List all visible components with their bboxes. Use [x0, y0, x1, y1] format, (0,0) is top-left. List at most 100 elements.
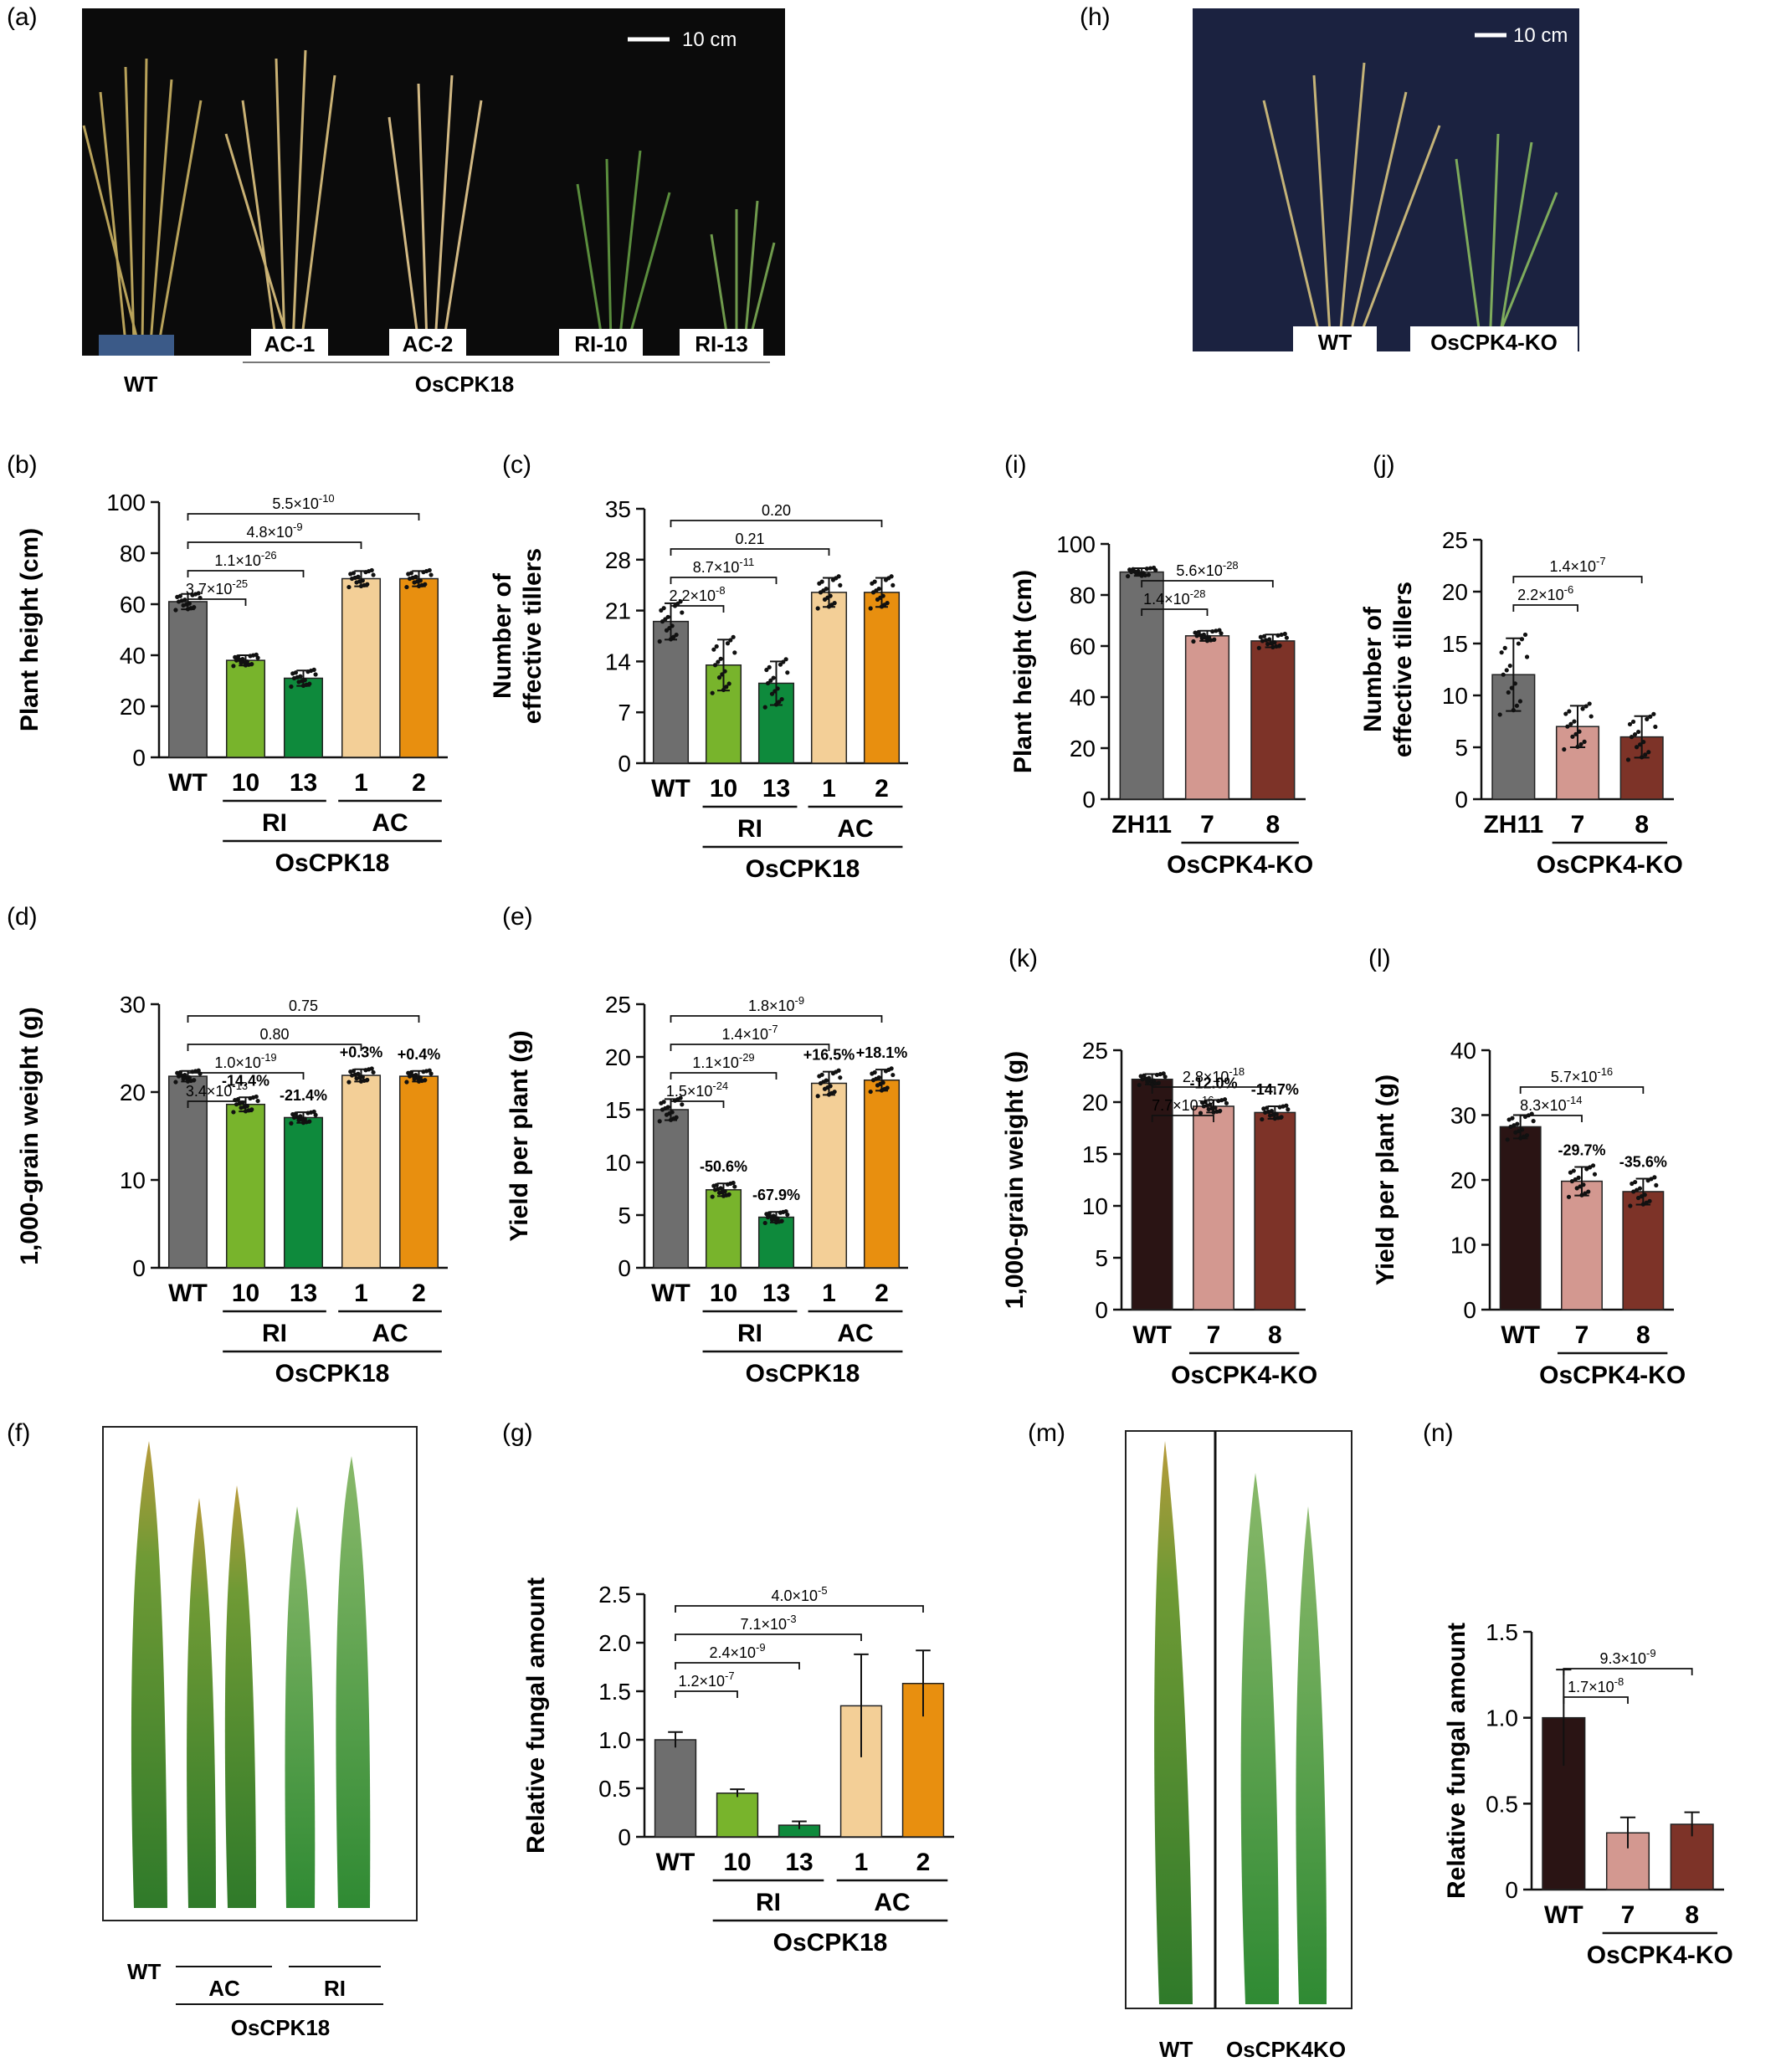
data-point-c-2-12: [765, 680, 771, 686]
data-point-k-0-13: [1145, 1080, 1150, 1085]
data-point-b-4-14: [416, 583, 422, 589]
pvalue-exponent-n-0: -8: [1614, 1675, 1624, 1688]
y-tick-label-c-3: 21: [605, 598, 631, 624]
data-point-d-0-14: [185, 1079, 191, 1084]
pvalue-bracket-b-0: [187, 598, 247, 606]
data-point-l-2-5: [1652, 1175, 1657, 1180]
data-point-b-2-13: [296, 680, 301, 685]
chart-j: 0 5 10 15 20 25 Number of effective tillers ZH11…: [1359, 527, 1683, 879]
data-point-c-2-9: [777, 700, 782, 705]
pvalue-base-l-0: 8.3×10: [1520, 1097, 1567, 1114]
data-point-b-4-11: [429, 572, 434, 577]
photo-m-label-wt: WT: [1159, 2037, 1193, 2062]
pvalue-bracket-d-2: [187, 1044, 362, 1051]
data-point-j-2-1: [1630, 719, 1636, 725]
bar-c-4: [863, 592, 901, 764]
data-point-d-3-12: [349, 1073, 355, 1078]
photo-m: WT OsCPK4KO: [1125, 1430, 1352, 2062]
data-point-k-2-5: [1284, 1103, 1289, 1108]
pvalue-bracket-d-3: [187, 1015, 420, 1023]
data-point-j-1-12: [1565, 724, 1570, 729]
data-point-e-1-11: [732, 1184, 737, 1189]
pvalue-bracket-d-1: [187, 1072, 305, 1080]
data-point-d-4-12: [407, 1074, 413, 1079]
percent-label-d-4: +0.4%: [398, 1046, 441, 1063]
pvalue-base-n-1: 9.3×10: [1599, 1650, 1646, 1667]
pvalue-exponent-i-0: -28: [1190, 587, 1206, 600]
data-point-j-0-15: [1516, 641, 1522, 646]
y-tick-label-k-1: 5: [1095, 1245, 1108, 1271]
data-point-l-0-14: [1518, 1136, 1523, 1141]
data-point-j-0-6: [1499, 650, 1504, 655]
data-point-j-2-9: [1643, 752, 1648, 757]
y-axis-label-c-1: effective tillers: [519, 548, 547, 724]
data-point-i-2-14: [1270, 644, 1275, 649]
data-point-k-2-9: [1275, 1115, 1281, 1121]
y-tick-label-i-1: 20: [1070, 736, 1096, 762]
pvalue-base-l-1: 5.7×10: [1551, 1069, 1598, 1085]
data-point-j-2-15: [1645, 716, 1650, 721]
data-point-i-1-0: [1191, 639, 1196, 644]
panel-label-d: (d): [7, 903, 38, 931]
y-tick-label-e-0: 0: [618, 1255, 631, 1281]
data-point-j-0-0: [1497, 712, 1502, 717]
y-tick-label-j-3: 15: [1442, 631, 1468, 657]
data-point-d-0-12: [176, 1074, 182, 1079]
data-point-c-2-6: [764, 667, 769, 673]
data-point-b-2-6: [290, 671, 295, 676]
data-point-j-0-2: [1507, 663, 1512, 669]
pvalue-bracket-c-3: [670, 520, 883, 527]
data-point-i-0-4: [1146, 572, 1152, 577]
pvalue-label-d-0: 3.4×10-13: [186, 1080, 248, 1100]
chart-e: 0 5 10 15 20 25 Yield per plant (g) WT 10 -50.6% 1…: [506, 992, 908, 1387]
data-point-c-3-6: [817, 581, 822, 586]
pvalue-bracket-n-0: [1563, 1696, 1629, 1704]
data-point-b-0-15: [190, 592, 195, 597]
category-label-b-4: 2: [412, 769, 426, 797]
pvalue-exponent-g-2: -3: [787, 1613, 797, 1625]
percent-label-d-3: +0.3%: [340, 1044, 383, 1061]
pvalue-exponent-j-1: -7: [1596, 555, 1606, 567]
group-label-main-i: OsCPK4-KO: [1167, 851, 1313, 879]
data-point-e-0-13: [664, 1112, 670, 1117]
data-point-k-0-15: [1154, 1072, 1160, 1078]
data-point-e-1-0: [710, 1194, 715, 1199]
data-point-j-0-9: [1514, 703, 1519, 708]
pvalue-bracket-e-2: [670, 1044, 830, 1051]
line-label-ac1: AC-1: [251, 329, 328, 357]
data-point-b-2-15: [305, 669, 311, 674]
pvalue-exponent-b-0: -25: [232, 577, 248, 590]
pvalue-bracket-c-1: [670, 577, 778, 584]
pvalue-label-c-1: 8.7×10-11: [693, 556, 754, 576]
pvalue-base-b-0: 3.7×10: [186, 581, 233, 597]
data-point-e-2-0: [762, 1220, 767, 1226]
data-point-c-2-10: [781, 659, 786, 664]
data-point-c-1-4: [726, 681, 731, 686]
pvalue-label-j-0: 2.2×10-6: [1517, 583, 1573, 603]
pvalue-base-b-2: 4.8×10: [246, 524, 293, 541]
data-point-e-3-13: [822, 1086, 828, 1091]
data-point-k-1-6: [1199, 1100, 1205, 1105]
photo-f-group-label: OsCPK18: [231, 2015, 331, 2040]
data-point-b-4-15: [421, 570, 426, 575]
pvalue-label-k-1: 2.8×10-18: [1183, 1065, 1245, 1085]
pvalue-label-d-3: 0.75: [289, 998, 318, 1014]
data-point-k-0-12: [1140, 1077, 1145, 1082]
data-point-k-2-11: [1286, 1107, 1291, 1112]
data-point-j-2-6: [1627, 721, 1633, 727]
data-point-c-0-12: [660, 619, 665, 624]
pvalue-base-e-1: 1.1×10: [692, 1054, 739, 1071]
y-axis-label-i-0: Plant height (cm): [1009, 570, 1037, 773]
data-point-i-2-8: [1269, 641, 1274, 646]
pvalue-label-g-3: 4.0×10-5: [771, 1584, 827, 1604]
y-tick-label-d-0: 0: [132, 1255, 146, 1281]
data-point-k-0-14: [1150, 1082, 1155, 1087]
pvalue-exponent-e-3: -9: [795, 994, 805, 1007]
data-point-e-3-12: [818, 1080, 824, 1086]
data-point-d-1-13: [239, 1105, 244, 1110]
data-point-i-1-14: [1204, 639, 1210, 644]
rice-plant-ri13: [710, 200, 776, 344]
data-point-c-1-10: [728, 638, 733, 643]
data-point-i-2-7: [1263, 638, 1269, 643]
y-axis-label-g-0: Relative fungal amount: [522, 1577, 550, 1854]
